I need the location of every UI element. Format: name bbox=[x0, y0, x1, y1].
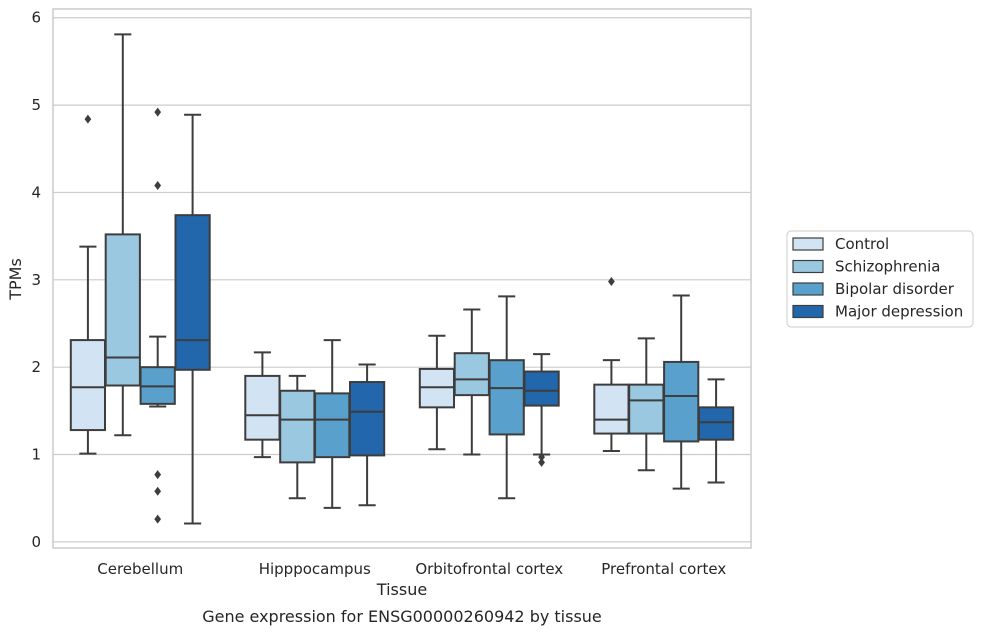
legend-label: Bipolar disorder bbox=[835, 280, 955, 298]
outlier bbox=[538, 452, 545, 462]
box-iqr bbox=[593, 383, 630, 435]
outlier bbox=[154, 470, 162, 480]
box-iqr bbox=[628, 383, 665, 435]
outlier bbox=[154, 486, 162, 496]
box-iqr bbox=[663, 360, 700, 443]
x-tick-labels: Cerebellum Hipppocampus Orbitofrontal cort… bbox=[97, 560, 726, 578]
box-0-2 bbox=[139, 107, 176, 524]
box-iqr bbox=[69, 339, 107, 432]
x-tick-label: Orbitofrontal cortex bbox=[415, 560, 563, 578]
box-1-3 bbox=[348, 363, 386, 507]
outlier bbox=[84, 114, 92, 124]
box-2-0 bbox=[418, 334, 456, 451]
y-tick-label: 2 bbox=[31, 358, 41, 376]
box-1-2 bbox=[314, 339, 351, 509]
y-tick-label: 4 bbox=[31, 183, 41, 201]
box-3-1 bbox=[628, 337, 665, 472]
outlier bbox=[154, 514, 162, 524]
outlier bbox=[154, 107, 162, 117]
box-iqr bbox=[523, 370, 560, 407]
box-iqr bbox=[174, 214, 211, 371]
box-iqr bbox=[453, 352, 490, 397]
box-1-1 bbox=[279, 374, 316, 500]
outlier bbox=[608, 277, 615, 287]
legend-label: Schizophrenia bbox=[835, 258, 940, 276]
legend-swatch bbox=[792, 304, 824, 319]
outlier bbox=[538, 457, 545, 467]
legend-label: Control bbox=[835, 235, 889, 253]
y-tick-label: 3 bbox=[31, 271, 41, 289]
box-iqr bbox=[697, 406, 735, 441]
legend-label: Major depression bbox=[835, 303, 963, 321]
box-2-1 bbox=[453, 308, 490, 456]
x-tick-label: Hipppocampus bbox=[259, 560, 371, 578]
box-0-1 bbox=[104, 33, 141, 437]
legend-frame bbox=[786, 230, 974, 328]
gridlines bbox=[53, 17, 751, 543]
box-2-3 bbox=[523, 353, 560, 467]
box-iqr bbox=[244, 374, 281, 441]
x-tick-label: Cerebellum bbox=[97, 560, 183, 578]
box-iqr bbox=[488, 359, 525, 436]
box-3-2 bbox=[663, 294, 700, 490]
x-tick-label: Prefrontal cortex bbox=[601, 560, 726, 578]
box-0-0 bbox=[69, 114, 107, 455]
legend-swatch bbox=[792, 282, 824, 296]
box-3-3 bbox=[697, 378, 735, 484]
box-iqr bbox=[314, 392, 351, 459]
box-iqr bbox=[348, 381, 386, 457]
plot-area bbox=[52, 8, 752, 549]
y-axis-title: TPMs bbox=[6, 258, 25, 301]
legend: Control Schizophrenia Bipolar disorder Majo… bbox=[786, 230, 974, 328]
y-tick-labels: 0 1 2 3 4 5 6 bbox=[31, 9, 41, 551]
x-axis-title: Tissue bbox=[376, 580, 427, 599]
y-tick-label: 1 bbox=[31, 446, 41, 464]
y-tick-label: 5 bbox=[31, 96, 41, 114]
y-tick-label: 6 bbox=[31, 9, 41, 27]
box-iqr bbox=[279, 389, 316, 464]
legend-swatch bbox=[792, 259, 824, 274]
legend-swatch bbox=[792, 237, 824, 251]
boxes bbox=[69, 33, 735, 525]
box-0-3 bbox=[174, 113, 211, 525]
y-tick-label: 0 bbox=[31, 533, 41, 551]
box-3-0 bbox=[593, 277, 630, 453]
box-iqr bbox=[104, 233, 141, 387]
box-1-0 bbox=[244, 351, 281, 459]
box-2-2 bbox=[488, 295, 525, 500]
outlier bbox=[154, 180, 162, 190]
chart-caption: Gene expression for ENSG00000260942 by t… bbox=[202, 607, 602, 626]
